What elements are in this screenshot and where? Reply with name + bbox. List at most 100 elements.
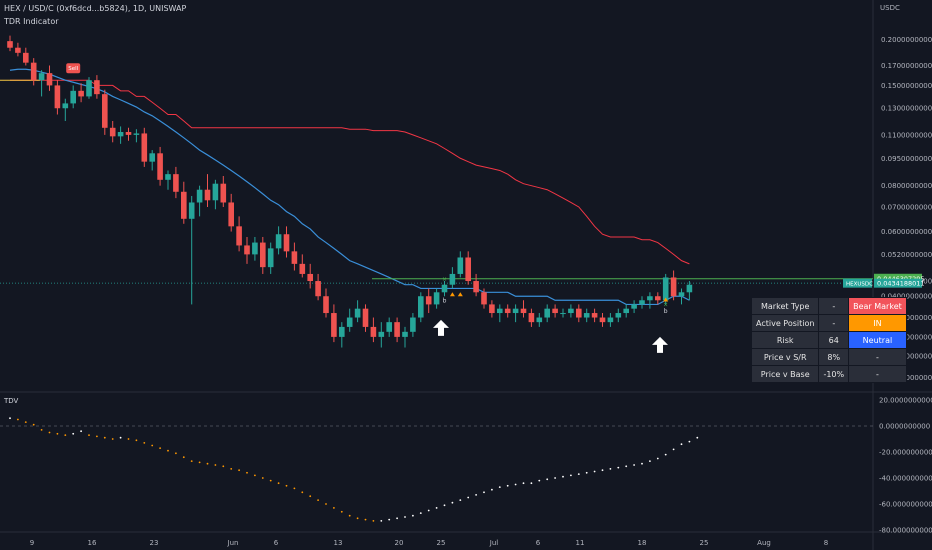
tdv-point	[333, 507, 335, 509]
tdv-point	[190, 460, 193, 462]
candle-body	[315, 281, 321, 297]
candle-body	[196, 189, 203, 203]
last-price-tag	[874, 278, 922, 288]
candle-body	[591, 313, 598, 318]
tdv-point	[570, 474, 572, 477]
tdv-point	[522, 482, 525, 485]
tdv-point	[601, 469, 604, 472]
table-row: Price v Base -10% -	[752, 366, 906, 382]
time-tick-label: 23	[150, 539, 159, 547]
sell-signal-label: Sell	[68, 66, 78, 72]
candle-body	[410, 317, 416, 332]
tdv-point	[48, 431, 51, 434]
tdv-point	[419, 512, 422, 514]
tdv-point	[562, 475, 564, 478]
candle-body	[583, 313, 590, 318]
tdv-point	[285, 484, 288, 487]
tdv-point	[96, 435, 98, 438]
candle-body	[323, 296, 329, 314]
tdv-point	[356, 517, 359, 520]
tdv-point	[696, 436, 699, 439]
tdv-point	[688, 440, 691, 443]
time-tick-label: 6	[274, 539, 279, 547]
tdv-point	[254, 474, 256, 477]
candle-body	[54, 85, 61, 109]
candle-body	[425, 296, 432, 305]
tdv-point	[435, 507, 438, 509]
row-value: Bear Market	[849, 298, 906, 314]
price-axis-unit: USDC	[880, 4, 900, 12]
candle-body	[568, 308, 574, 314]
resistance-line	[10, 79, 690, 265]
tdv-point	[585, 471, 588, 474]
time-tick-label: 13	[334, 539, 343, 547]
row-mid: -10%	[819, 366, 849, 382]
moving-average-line	[9, 68, 690, 306]
candle-body	[133, 133, 140, 135]
tdv-point	[127, 438, 130, 440]
candle-body	[607, 317, 614, 323]
candle-body	[46, 73, 53, 86]
candle-body	[86, 80, 92, 97]
tdv-point	[656, 457, 659, 460]
tdv-point	[309, 495, 312, 498]
row-mid: 64	[819, 332, 849, 348]
tdv-title[interactable]: TDV	[4, 397, 19, 405]
candle-body	[267, 248, 274, 268]
tdv-point	[64, 434, 67, 436]
price-tick-label: 0.1100000000	[881, 131, 932, 139]
tdv-point	[625, 465, 628, 468]
candle-body	[283, 234, 290, 252]
tdv-point	[143, 442, 146, 444]
candle-body	[141, 133, 148, 162]
time-tick-label: 25	[700, 539, 709, 547]
candle-body	[441, 284, 448, 293]
row-value: -	[849, 349, 906, 365]
candle-body	[307, 273, 313, 282]
price-tick-label: 0.2000000000	[881, 36, 932, 44]
candle-body	[228, 202, 234, 227]
candle-body	[102, 94, 108, 128]
tdv-tick-label: -80.0000000000	[879, 527, 932, 535]
tdv-point	[617, 466, 620, 469]
tdv-point	[214, 464, 217, 466]
candle-body	[378, 331, 385, 337]
symbol-tag-label: HEXUSDC	[846, 282, 873, 288]
candle-body	[70, 90, 76, 104]
tdv-point	[325, 503, 327, 505]
candle-body	[78, 90, 84, 97]
row-mid: 8%	[819, 349, 849, 365]
row-mid: -	[819, 298, 849, 314]
buy-marker: b	[664, 308, 668, 315]
candle-body	[299, 263, 306, 274]
tdv-point	[514, 483, 517, 486]
candle-body	[38, 73, 45, 81]
row-mid: -	[819, 315, 849, 331]
tdv-point	[633, 464, 635, 466]
candle-body	[117, 132, 124, 137]
candle-body	[670, 277, 677, 297]
tdv-point	[198, 461, 201, 464]
tdv-point	[222, 465, 225, 468]
tdv-point	[9, 417, 11, 420]
up-arrow-icon	[433, 319, 449, 336]
candle-body	[552, 308, 558, 314]
tdv-axis[interactable]: 20.0000000000 0.0000000000 -20.0000000000 -…	[879, 397, 932, 535]
candle-body	[291, 251, 298, 264]
tdv-point	[269, 479, 272, 482]
candle-body	[331, 313, 337, 337]
candle-body	[599, 317, 606, 323]
symbol-title[interactable]: HEX / USD/C (0xf6dcd...b5824), 1D, UNISW…	[4, 4, 187, 13]
tdv-point	[340, 510, 343, 513]
tdv-point	[88, 434, 90, 436]
tdv-point	[119, 436, 122, 439]
candle-body	[220, 183, 227, 203]
candle-body	[212, 183, 219, 201]
tdv-point	[593, 470, 596, 473]
time-axis[interactable]: 9 16 23 Jun 6 13 20 25 Jul 6 11 18 25 Aug 8	[30, 539, 828, 547]
candle-body	[489, 304, 495, 314]
candle-body	[252, 242, 258, 255]
indicator-title[interactable]: TDR Indicator	[4, 17, 59, 26]
candle-body	[481, 292, 487, 305]
